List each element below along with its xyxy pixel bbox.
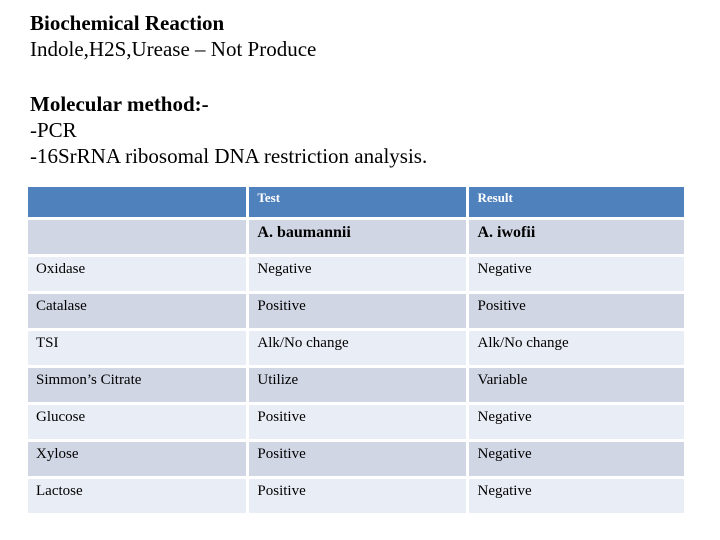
- row-label-cell: Catalase: [28, 294, 247, 328]
- table-subheader-row: A. baumannii A. iwofii: [28, 220, 684, 254]
- iwofii-value-cell: Negative: [469, 442, 684, 476]
- biochemical-results-table: Test Result A. baumannii A. iwofii Oxida…: [25, 184, 687, 516]
- empty-header-cell: [28, 187, 247, 217]
- row-label-cell: TSI: [28, 331, 247, 365]
- molecular-method-heading: Molecular method:-: [30, 92, 209, 116]
- baumannii-value-cell: Positive: [249, 405, 467, 439]
- row-label-cell: Xylose: [28, 442, 247, 476]
- row-label-cell: Glucose: [28, 405, 247, 439]
- baumannii-value-cell: Utilize: [249, 368, 467, 402]
- header-cell-result: Result: [469, 187, 684, 217]
- page-subtitle: Indole,H2S,Urease – Not Produce: [30, 37, 317, 61]
- table-row-xylose: Xylose Positive Negative: [28, 442, 684, 476]
- baumannii-value-cell: Alk/No change: [249, 331, 467, 365]
- page-title: Biochemical Reaction: [30, 11, 225, 35]
- table-row-lactose: Lactose Positive Negative: [28, 479, 684, 513]
- baumannii-value-cell: Negative: [249, 257, 467, 291]
- baumannii-value-cell: Positive: [249, 442, 467, 476]
- row-label-cell: Simmon’s Citrate: [28, 368, 247, 402]
- subheader-cell-baumannii: A. baumannii: [249, 220, 467, 254]
- header-cell-test: Test: [249, 187, 467, 217]
- baumannii-value-cell: Positive: [249, 479, 467, 513]
- subheader-cell-iwofii: A. iwofii: [469, 220, 684, 254]
- molecular-method-block: Molecular method:- -PCR -16SrRNA ribosom…: [30, 91, 427, 169]
- baumannii-value-cell: Positive: [249, 294, 467, 328]
- table-row-tsi: TSI Alk/No change Alk/No change: [28, 331, 684, 365]
- iwofii-value-cell: Negative: [469, 479, 684, 513]
- title-block: Biochemical Reaction Indole,H2S,Urease –…: [30, 10, 316, 62]
- row-label-cell: Lactose: [28, 479, 247, 513]
- table-header-row: Test Result: [28, 187, 684, 217]
- table-row-catalase: Catalase Positive Positive: [28, 294, 684, 328]
- table-row-glucose: Glucose Positive Negative: [28, 405, 684, 439]
- iwofii-value-cell: Positive: [469, 294, 684, 328]
- row-label-cell: Oxidase: [28, 257, 247, 291]
- iwofii-value-cell: Alk/No change: [469, 331, 684, 365]
- table-row-simmons-citrate: Simmon’s Citrate Utilize Variable: [28, 368, 684, 402]
- method-line-16srrna: -16SrRNA ribosomal DNA restriction analy…: [30, 144, 428, 168]
- table-row-oxidase: Oxidase Negative Negative: [28, 257, 684, 291]
- method-line-pcr: -PCR: [30, 118, 77, 142]
- iwofii-value-cell: Negative: [469, 405, 684, 439]
- iwofii-value-cell: Negative: [469, 257, 684, 291]
- iwofii-value-cell: Variable: [469, 368, 684, 402]
- empty-subheader-cell: [28, 220, 247, 254]
